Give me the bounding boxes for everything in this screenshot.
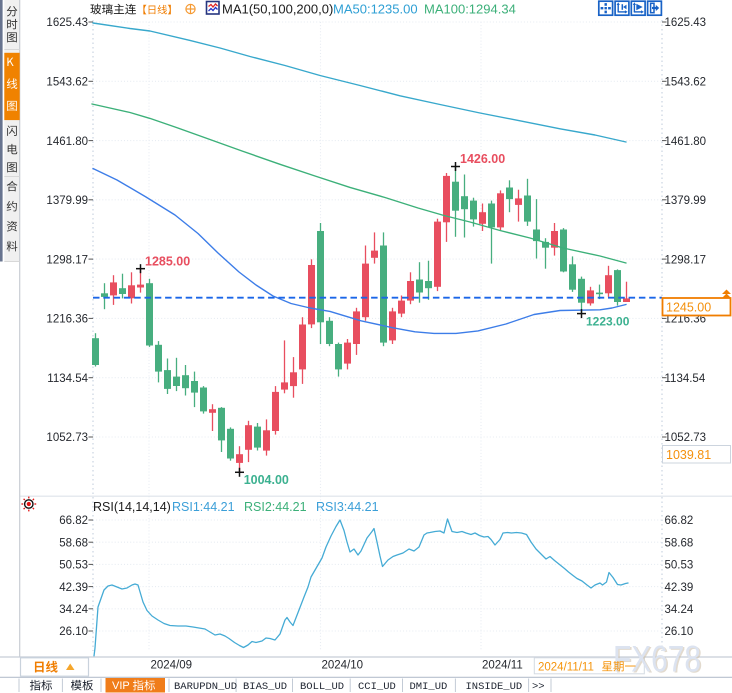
svg-text:FX678: FX678 bbox=[615, 640, 703, 681]
svg-text:MA100:1294.34: MA100:1294.34 bbox=[424, 2, 516, 17]
svg-text:2024/09: 2024/09 bbox=[151, 660, 193, 672]
svg-text:50.53: 50.53 bbox=[665, 560, 694, 572]
svg-text:1052.73: 1052.73 bbox=[665, 432, 707, 444]
svg-text:1134.54: 1134.54 bbox=[665, 373, 706, 385]
svg-text:66.82: 66.82 bbox=[665, 515, 694, 527]
svg-text:1052.73: 1052.73 bbox=[46, 432, 88, 444]
svg-text:1625.43: 1625.43 bbox=[46, 17, 88, 29]
svg-text:BARUPDN_UD: BARUPDN_UD bbox=[174, 681, 237, 693]
svg-text:1543.62: 1543.62 bbox=[665, 77, 707, 89]
svg-text:58.68: 58.68 bbox=[665, 537, 694, 549]
svg-text:INSIDE_UD: INSIDE_UD bbox=[466, 681, 523, 693]
svg-text:BIAS_UD: BIAS_UD bbox=[243, 681, 287, 693]
svg-text:34.24: 34.24 bbox=[59, 604, 88, 616]
svg-text:2024/11/11: 2024/11/11 bbox=[538, 662, 594, 674]
svg-text:1245.00: 1245.00 bbox=[666, 301, 711, 315]
svg-text:1461.80: 1461.80 bbox=[665, 136, 707, 148]
svg-text:CCI_UD: CCI_UD bbox=[358, 681, 396, 693]
svg-text:26.10: 26.10 bbox=[59, 626, 88, 638]
svg-text:66.82: 66.82 bbox=[59, 515, 88, 527]
svg-text:1461.80: 1461.80 bbox=[46, 136, 88, 148]
svg-text:FX678: FX678 bbox=[613, 639, 701, 680]
svg-text:2024/10: 2024/10 bbox=[322, 660, 364, 672]
svg-text:1223.00: 1223.00 bbox=[586, 315, 630, 329]
svg-text:34.24: 34.24 bbox=[665, 604, 694, 616]
svg-text:1216.36: 1216.36 bbox=[46, 314, 88, 326]
svg-text:VIP: VIP bbox=[112, 680, 130, 692]
svg-text:RSI2:44.21: RSI2:44.21 bbox=[244, 500, 307, 514]
svg-text:MA1(50,100,200,0): MA1(50,100,200,0) bbox=[222, 2, 333, 17]
svg-text:2024/11: 2024/11 bbox=[482, 660, 523, 672]
svg-text:>>: >> bbox=[532, 681, 545, 693]
svg-text:RSI1:44.21: RSI1:44.21 bbox=[172, 500, 235, 514]
svg-text:1039.81: 1039.81 bbox=[666, 448, 711, 462]
svg-text:1004.00: 1004.00 bbox=[244, 473, 289, 487]
svg-text:MA50:1235.00: MA50:1235.00 bbox=[333, 2, 418, 17]
svg-text:1134.54: 1134.54 bbox=[47, 373, 88, 385]
svg-text:1298.17: 1298.17 bbox=[665, 254, 707, 266]
svg-text:DMI_UD: DMI_UD bbox=[410, 681, 448, 693]
svg-text:1379.99: 1379.99 bbox=[665, 195, 707, 207]
svg-text:26.10: 26.10 bbox=[665, 626, 694, 638]
svg-text:1298.17: 1298.17 bbox=[46, 254, 88, 266]
svg-text:1285.00: 1285.00 bbox=[145, 255, 190, 269]
svg-text:58.68: 58.68 bbox=[59, 537, 88, 549]
svg-text:BOLL_UD: BOLL_UD bbox=[300, 681, 344, 693]
svg-text:RSI(14,14,14): RSI(14,14,14) bbox=[93, 500, 171, 514]
svg-text:42.39: 42.39 bbox=[665, 582, 694, 594]
svg-text:1625.43: 1625.43 bbox=[665, 17, 707, 29]
svg-text:RSI3:44.21: RSI3:44.21 bbox=[316, 500, 379, 514]
svg-text:42.39: 42.39 bbox=[59, 582, 88, 594]
svg-text:1426.00: 1426.00 bbox=[460, 152, 505, 166]
svg-text:1379.99: 1379.99 bbox=[46, 195, 88, 207]
svg-text:1216.36: 1216.36 bbox=[665, 314, 707, 326]
svg-text:1543.62: 1543.62 bbox=[46, 77, 88, 89]
svg-text:50.53: 50.53 bbox=[59, 560, 88, 572]
